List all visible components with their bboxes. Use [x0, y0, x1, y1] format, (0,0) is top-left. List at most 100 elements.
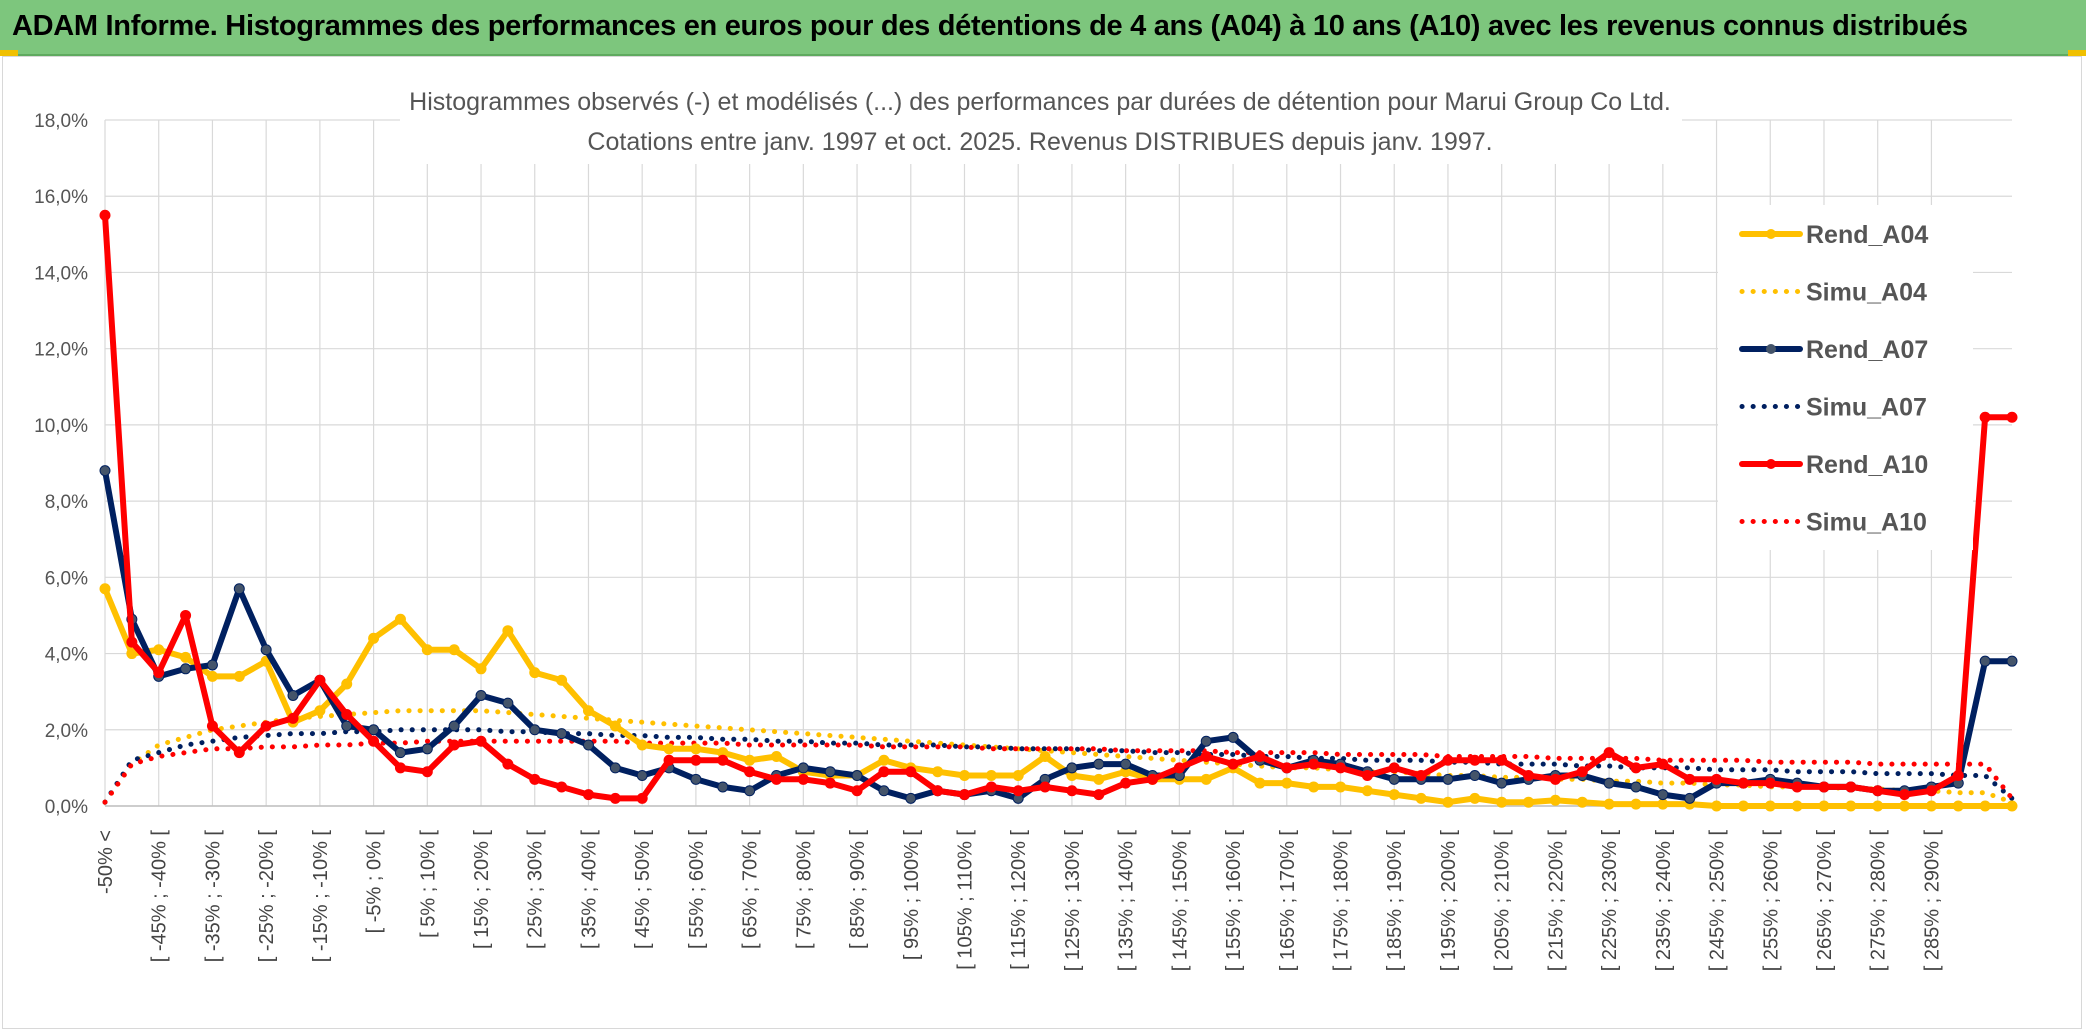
x-tick-label: [ 265% ; 270% [: [1814, 830, 1836, 972]
data-point: [260, 720, 272, 732]
x-tick-label: [ 185% ; 190% [: [1384, 830, 1406, 972]
legend-label: Rend_A07: [1806, 336, 1928, 364]
data-point: [1039, 781, 1051, 793]
data-point: [287, 689, 299, 701]
data-point: [1818, 800, 1830, 812]
data-point: [1523, 796, 1535, 808]
data-point: [368, 724, 380, 736]
data-point: [314, 674, 326, 686]
data-point: [1469, 770, 1481, 782]
data-point: [1657, 758, 1669, 770]
data-point: [609, 762, 621, 774]
x-tick-label: [ 135% ; 140% [: [1116, 830, 1138, 972]
data-point: [1952, 770, 1964, 782]
data-point: [180, 609, 192, 621]
data-point: [529, 667, 541, 679]
data-point: [1200, 750, 1212, 762]
x-tick-label: [ 225% ; 230% [: [1599, 830, 1621, 972]
data-point: [1764, 800, 1776, 812]
data-point: [502, 697, 514, 709]
data-point: [932, 785, 944, 797]
data-point: [1576, 796, 1588, 808]
data-point: [475, 663, 487, 675]
y-tick-label: 16,0%: [34, 187, 88, 208]
legend-label: Simu_A04: [1806, 279, 1927, 307]
data-point: [797, 762, 809, 774]
data-point: [878, 785, 890, 797]
data-point: [1442, 796, 1454, 808]
y-tick-label: 0,0%: [45, 797, 88, 818]
data-point: [905, 766, 917, 778]
data-point: [1603, 777, 1615, 789]
data-point: [851, 770, 863, 782]
data-point: [878, 754, 890, 766]
data-point: [717, 754, 729, 766]
data-point: [421, 743, 433, 755]
data-point: [1012, 785, 1024, 797]
data-point: [1764, 777, 1776, 789]
x-tick-label: [ 65% ; 70% [: [740, 830, 762, 949]
y-tick-label: 2,0%: [45, 721, 88, 742]
series-line-simu-a07: [102, 727, 2015, 805]
x-tick-label: [ -35% ; -30% [: [202, 830, 224, 963]
data-point: [314, 705, 326, 717]
data-point: [636, 739, 648, 751]
x-tick-label: [ 95% ; 100% [: [901, 830, 923, 961]
data-point: [1791, 800, 1803, 812]
data-point: [394, 613, 406, 625]
data-point: [1039, 750, 1051, 762]
data-point: [636, 792, 648, 804]
legend: Rend_A04 Simu_A04 Rend_A07 Simu_A07 Rend_A10…: [1718, 205, 1973, 550]
data-point: [421, 644, 433, 656]
x-tick-label: -50% <: [95, 830, 117, 894]
x-tick-label: [ 285% ; 290% [: [1921, 830, 1943, 972]
data-point: [958, 789, 970, 801]
data-point: [663, 754, 675, 766]
data-point: [1361, 785, 1373, 797]
y-tick-label: 18,0%: [34, 111, 88, 132]
data-point: [233, 583, 245, 595]
chart-title: Histogrammes observés (-) et modélisés (…: [409, 88, 1671, 116]
x-tick-label: [ 145% ; 150% [: [1169, 830, 1191, 972]
data-point: [1281, 777, 1293, 789]
data-point: [663, 743, 675, 755]
data-point: [126, 648, 138, 660]
data-point: [421, 766, 433, 778]
x-tick-label: [ -45% ; -40% [: [149, 830, 171, 963]
data-point: [1200, 735, 1212, 747]
data-point: [448, 720, 460, 732]
data-point: [1415, 770, 1427, 782]
x-tick-label: [ 245% ; 250% [: [1707, 830, 1729, 972]
x-tick-label: [ 175% ; 180% [: [1331, 830, 1353, 972]
data-point: [1684, 773, 1696, 785]
data-point: [1791, 781, 1803, 793]
data-point: [233, 670, 245, 682]
data-point: [1979, 800, 1991, 812]
data-point: [1469, 754, 1481, 766]
data-point: [1603, 798, 1615, 810]
data-point: [1308, 781, 1320, 793]
data-point: [1012, 770, 1024, 782]
title-backdrop: [400, 78, 1682, 164]
data-point: [744, 754, 756, 766]
data-point: [1657, 798, 1669, 810]
data-point: [341, 720, 353, 732]
x-tick-label: [ 5% ; 10% [: [417, 830, 439, 938]
x-axis-ticks: -50% < [ -45% ; -40% [[ -35% ; -30% [[ -2…: [95, 830, 1943, 972]
data-point: [502, 625, 514, 637]
data-point: [582, 739, 594, 751]
x-tick-label: [ -5% ; 0% [: [364, 830, 386, 934]
report-title: ADAM Informe. Histogrammes des performan…: [12, 10, 1968, 42]
data-point: [1711, 773, 1723, 785]
data-point: [851, 785, 863, 797]
data-point: [448, 739, 460, 751]
data-point: [1872, 800, 1884, 812]
data-point: [556, 781, 568, 793]
data-point: [368, 735, 380, 747]
data-point: [1603, 747, 1615, 759]
data-point: [1523, 770, 1535, 782]
x-tick-label: [ 115% ; 120% [: [1008, 830, 1030, 970]
data-point: [1925, 785, 1937, 797]
data-point: [394, 747, 406, 759]
data-point: [1576, 766, 1588, 778]
